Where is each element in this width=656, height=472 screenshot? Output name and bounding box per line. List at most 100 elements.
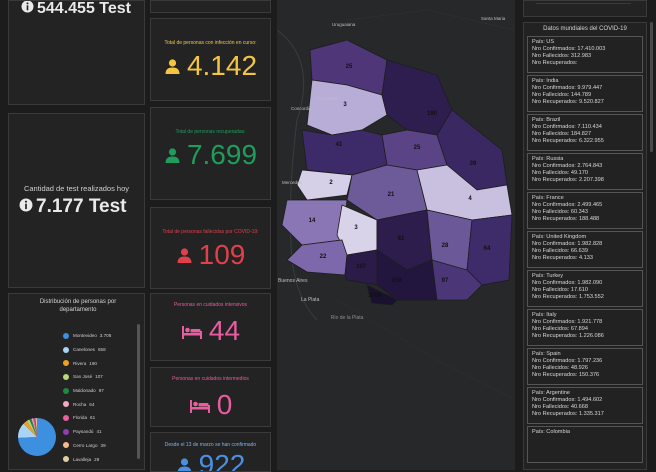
country-rec: Nro Recuperados: <box>532 60 578 67</box>
country-pais: País: Italy <box>532 312 557 318</box>
department-count-label: 2 <box>329 180 333 186</box>
country-rec: Nro Recuperados: 4.133 <box>532 255 593 262</box>
department-count-label: 14 <box>309 218 316 224</box>
country-fall: Nro Fallecidos: 144.789 <box>532 92 592 99</box>
stat-card-3: Personas en cuidados intensivos 44 <box>150 293 271 361</box>
country-card[interactable]: País: Italy Nro Confirmados: 1.921.778 Nro… <box>527 309 643 346</box>
bed-icon <box>189 391 211 419</box>
tests-today-title: Cantidad de test realizados hoy <box>23 184 130 193</box>
map-label-la-plata: La Plata <box>301 297 320 303</box>
legend-item[interactable]: Cerro Largo 39 <box>63 439 143 453</box>
pie-slice[interactable] <box>31 418 37 437</box>
country-pais: País: France <box>532 195 564 201</box>
department-count-label: 3708 <box>368 293 382 299</box>
legend-label: Maldonado <box>73 388 96 394</box>
legend-item[interactable]: Maldonado 97 <box>63 384 143 398</box>
department-area[interactable] <box>381 59 453 136</box>
department-count-label: 41 <box>336 142 343 148</box>
country-rec: Nro Recuperados: 1.335.317 <box>532 411 604 418</box>
legend-item[interactable]: Rocha 64 <box>63 397 143 411</box>
pie-slice[interactable] <box>18 423 37 438</box>
map-label-concordia: Concordia <box>291 106 312 111</box>
pie-slice[interactable] <box>23 420 37 437</box>
pie-slice[interactable] <box>18 418 57 456</box>
map-label-rio-de-la-plata: Río de la Plata <box>330 315 364 321</box>
map-canvas[interactable]: 25 3 190 41 25 39 2 21 4 14 3 61 28 64 22 107 658 97 3708 <box>277 0 515 470</box>
department-area[interactable] <box>344 249 378 286</box>
tests-today-panel: Cantidad de test realizados hoy 7.177 Te… <box>8 113 145 288</box>
legend-label: Lavalleja <box>73 456 92 462</box>
legend-item[interactable]: Lavalleja 28 <box>63 452 143 466</box>
department-count-label: 3 <box>354 225 358 231</box>
country-card[interactable]: País: Brazil Nro Confirmados: 7.110.434 Nr… <box>527 114 643 151</box>
legend-value: 64 <box>89 401 95 407</box>
country-card[interactable]: País: India Nro Confirmados: 9.979.447 Nro… <box>527 75 643 112</box>
country-card[interactable]: País: Argentine Nro Confirmados: 1.494.60… <box>527 387 643 424</box>
department-area[interactable] <box>366 284 398 306</box>
total-tests-panel: 544.455 Test <box>8 0 145 105</box>
legend-value: 28 <box>94 456 100 462</box>
uruguay-map[interactable]: 25 3 190 41 25 39 2 21 4 14 3 61 28 64 22 107 658 97 3708 … <box>277 0 515 470</box>
pie-slice[interactable] <box>36 418 37 437</box>
country-rec: Nro Recuperados: 9.520.827 <box>532 99 604 106</box>
country-pais: País: US <box>532 39 555 45</box>
country-rec: Nro Recuperados: 150.376 <box>532 372 600 379</box>
country-fall: Nro Fallecidos: 67.894 <box>532 326 588 333</box>
department-area[interactable] <box>431 259 483 301</box>
legend-color-dot <box>63 332 69 339</box>
world-data-panel: Datos mundiales del COVID-19 País: US Nro… <box>523 22 647 470</box>
stat-card-value: 4.142 <box>186 50 258 81</box>
country-pais: País: United Kingdom <box>532 234 587 240</box>
pie-slice[interactable] <box>32 418 37 437</box>
department-area[interactable] <box>286 239 348 276</box>
info-icon <box>19 196 33 218</box>
stat-card-value: 109 <box>198 239 246 270</box>
country-conf: Nro Confirmados: 9.979.447 <box>532 85 603 92</box>
pie-slice[interactable] <box>35 418 37 437</box>
country-fall: Nro Fallecidos: 66.639 <box>532 248 588 255</box>
country-rec: Nro Recuperados: 188.488 <box>532 216 600 223</box>
legend-value: 190 <box>89 360 97 366</box>
legend-item[interactable]: Rivera 190 <box>63 356 143 370</box>
country-fall: Nro Fallecidos: 48.926 <box>532 365 588 372</box>
world-scrollbar[interactable] <box>650 22 653 152</box>
legend-item[interactable]: Paysandú 41 <box>63 425 143 439</box>
country-card[interactable]: País: Spain Nro Confirmados: 1.797.236 Nro… <box>527 348 643 385</box>
country-rec: Nro Recuperados: 1.226.086 <box>532 333 604 340</box>
country-fall: Nro Fallecidos: 17.610 <box>532 287 588 294</box>
bed-icon <box>181 317 203 345</box>
person-icon <box>164 52 181 80</box>
department-count-label: 658 <box>392 278 403 284</box>
country-card[interactable]: País: France Nro Confirmados: 2.499.465 Nr… <box>527 192 643 229</box>
person-icon <box>176 241 193 269</box>
stat-card-value: 0 <box>216 389 233 420</box>
country-pais: País: Brazil <box>532 117 561 123</box>
pie-slice[interactable] <box>27 419 37 437</box>
department-area[interactable] <box>466 214 513 286</box>
department-count-label: 107 <box>356 264 367 270</box>
department-area[interactable] <box>306 79 388 136</box>
legend-value: 107 <box>95 374 103 380</box>
stat-card-value: 922 <box>198 449 246 472</box>
distribution-legend: Montevideo 3.708 Canelones 658 Rivera 190 San … <box>63 329 143 466</box>
country-card[interactable]: País: US Nro Confirmados: 17.410.003 Nro F… <box>527 36 643 73</box>
pie-slice[interactable] <box>29 418 37 437</box>
distribution-pie-chart <box>18 418 57 456</box>
legend-value: 658 <box>97 347 106 353</box>
legend-item[interactable]: Canelones 658 <box>63 343 143 357</box>
legend-color-dot <box>63 442 69 449</box>
map-label-buenos-aires: Buenos Aires <box>278 278 308 284</box>
legend-item[interactable]: Montevideo 3.708 <box>63 329 143 343</box>
distribution-scrollbar[interactable] <box>137 324 140 459</box>
country-card[interactable]: País: Turkey Nro Confirmados: 1.982.090 Nr… <box>527 270 643 307</box>
map-label-mercedes: Mercedes <box>282 180 302 185</box>
country-card[interactable]: País: Russia Nro Confirmados: 2.764.843 Nr… <box>527 153 643 190</box>
country-card[interactable]: País: United Kingdom Nro Confirmados: 1.9… <box>527 231 643 268</box>
department-area[interactable] <box>296 169 353 201</box>
pie-slice[interactable] <box>34 418 37 437</box>
country-pais: País: Colombia <box>532 429 570 435</box>
stat-card-5: Desde el 13 de marzo se han confirmado 92… <box>150 432 271 472</box>
country-card[interactable]: País: Colombia <box>527 426 643 463</box>
legend-item[interactable]: San José 107 <box>63 370 143 384</box>
legend-item[interactable]: Florida 61 <box>63 411 143 425</box>
